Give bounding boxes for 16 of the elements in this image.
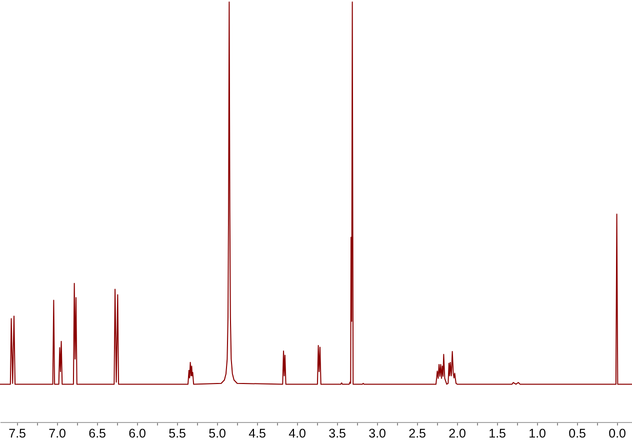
x-tick-label: 1.0 [528,426,546,440]
x-tick-label: 3.5 [328,426,346,440]
x-tick-label: 6.0 [128,426,146,440]
x-tick-label: 6.5 [88,426,106,440]
x-tick-label: 1.5 [488,426,506,440]
x-tick-label: 5.0 [208,426,226,440]
x-tick-label: 3.0 [368,426,386,440]
x-tick-label: 0.5 [568,426,586,440]
x-tick-label: 2.0 [448,426,466,440]
x-tick-label: 7.5 [8,426,26,440]
x-tick-label: 2.5 [408,426,426,440]
x-tick-label: 0.0 [608,426,626,440]
x-tick-label: 4.0 [288,426,306,440]
x-tick-label: 5.5 [168,426,186,440]
x-tick-label: 4.5 [248,426,266,440]
x-tick-label: 7.0 [48,426,66,440]
